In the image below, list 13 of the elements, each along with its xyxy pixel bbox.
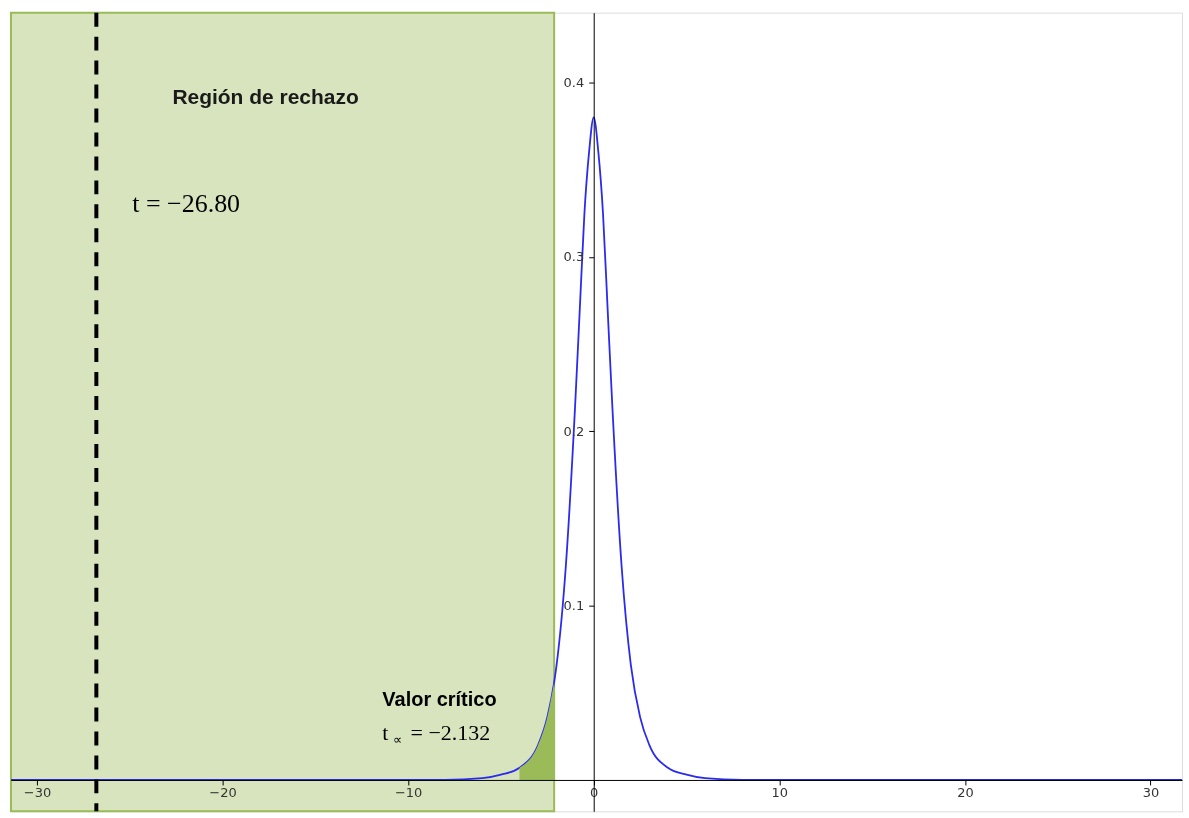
band-label: Región de rechazo xyxy=(172,84,359,108)
x-tick-label: 20 xyxy=(957,785,974,801)
x-tick-label: −10 xyxy=(394,785,423,801)
x-tick-label: −30 xyxy=(23,785,52,801)
annotation: Valor crítico xyxy=(382,687,497,710)
x-tick-label: 30 xyxy=(1142,785,1160,801)
ref-line-label: t = −26.80 xyxy=(132,189,241,219)
y-tick-label: 0.4 xyxy=(563,74,585,90)
x-tick-label: 10 xyxy=(771,785,789,801)
x-tick-label: −20 xyxy=(209,785,237,801)
y-tick-label: 0.1 xyxy=(563,598,585,614)
annotation: t∝ = −2.132 xyxy=(382,720,491,748)
line-series xyxy=(10,116,1183,781)
